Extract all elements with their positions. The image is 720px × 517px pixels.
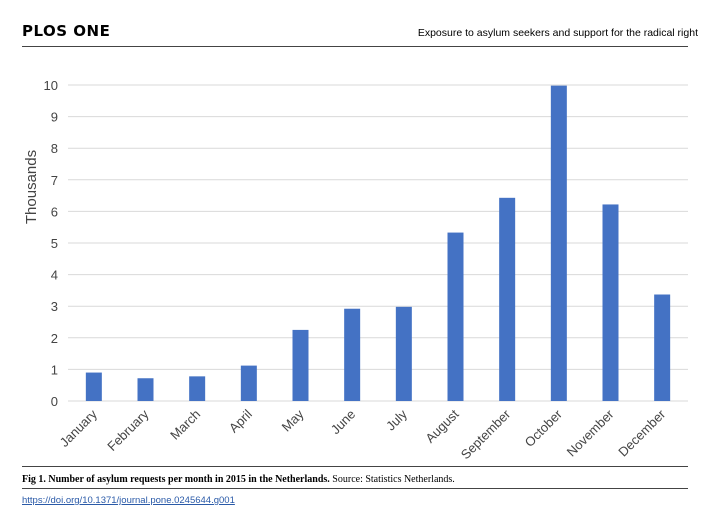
bar-september bbox=[499, 197, 516, 401]
caption-label: Fig 1. Number of asylum requests per mon… bbox=[22, 474, 330, 485]
x-tick-label: January bbox=[57, 406, 101, 450]
bar-august bbox=[447, 232, 464, 401]
bar-december bbox=[654, 294, 671, 401]
journal-name: PLOS ONE bbox=[22, 22, 111, 40]
x-tick-label: May bbox=[279, 406, 307, 434]
doi-link[interactable]: https://doi.org/10.1371/journal.pone.024… bbox=[22, 495, 235, 506]
y-tick-label: 10 bbox=[44, 78, 58, 93]
doi-rule bbox=[22, 488, 688, 489]
y-tick-label: 0 bbox=[51, 394, 58, 409]
gridlines bbox=[68, 84, 688, 402]
x-tick-label: August bbox=[422, 406, 461, 445]
bar-chart: 0 1 2 3 4 5 6 7 8 9 10 January February March April Ma… bbox=[23, 78, 688, 462]
x-tick-label: March bbox=[167, 407, 203, 443]
caption-source: Source: Statistics Netherlands. bbox=[329, 474, 455, 485]
y-tick-label: 7 bbox=[51, 173, 58, 188]
bars bbox=[85, 85, 671, 401]
bar-june bbox=[344, 308, 361, 401]
x-axis-ticks: January February March April May June July Augu… bbox=[57, 406, 669, 462]
bar-november bbox=[602, 204, 619, 401]
y-axis-label: Thousands bbox=[23, 150, 40, 224]
running-title: Exposure to asylum seekers and support f… bbox=[417, 27, 698, 39]
bar-october bbox=[550, 85, 567, 401]
bar-july bbox=[395, 306, 412, 401]
figure-caption: Fig 1. Number of asylum requests per mon… bbox=[22, 474, 455, 485]
caption-rule bbox=[22, 466, 688, 467]
bar-march bbox=[189, 376, 206, 401]
bar-may bbox=[292, 329, 309, 401]
header-rule bbox=[22, 46, 688, 47]
x-tick-label: December bbox=[615, 406, 668, 459]
x-tick-label: February bbox=[104, 406, 152, 454]
x-tick-label: September bbox=[458, 406, 514, 462]
y-tick-label: 5 bbox=[51, 236, 58, 251]
x-tick-label: June bbox=[328, 407, 359, 438]
x-tick-label: November bbox=[564, 406, 617, 459]
bar-january bbox=[85, 372, 102, 401]
y-tick-label: 6 bbox=[51, 204, 58, 219]
y-tick-label: 2 bbox=[51, 331, 58, 346]
bar-april bbox=[240, 365, 257, 401]
y-tick-label: 8 bbox=[51, 141, 58, 156]
y-tick-label: 4 bbox=[51, 268, 58, 283]
x-tick-label: July bbox=[383, 406, 410, 433]
y-tick-label: 1 bbox=[51, 362, 58, 377]
y-axis-ticks: 0 1 2 3 4 5 6 7 8 9 10 bbox=[44, 78, 58, 409]
x-tick-label: April bbox=[226, 406, 255, 435]
y-tick-label: 9 bbox=[51, 110, 58, 125]
y-tick-label: 3 bbox=[51, 299, 58, 314]
bar-february bbox=[137, 378, 154, 401]
x-tick-label: October bbox=[522, 406, 566, 450]
